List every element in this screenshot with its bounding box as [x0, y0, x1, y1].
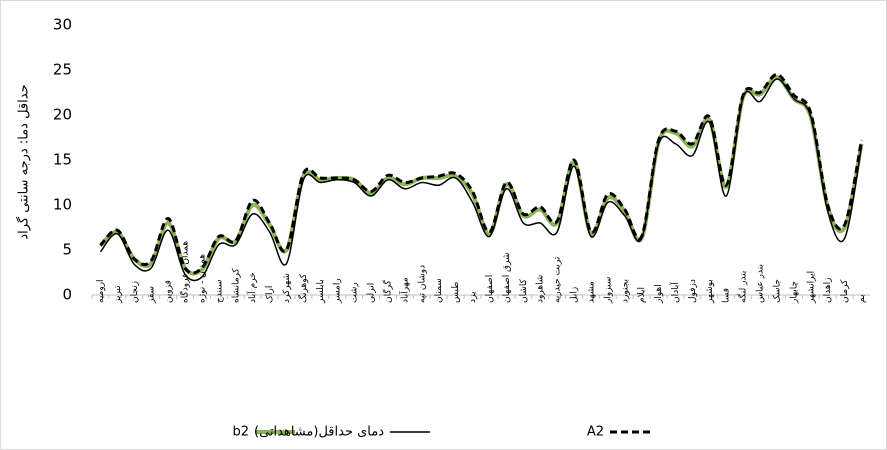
x-tick-label: سقز — [147, 286, 157, 304]
x-tick-label: کرمانشاه — [231, 267, 241, 303]
x-tick-label: فسا — [722, 288, 732, 303]
x-tick-label: اراک — [264, 286, 275, 303]
x-tick-label: یزد — [468, 291, 478, 303]
x-tick-label: زابل — [570, 287, 580, 303]
x-tick-label: بندر لنگه — [737, 271, 749, 303]
x-tick-label: مشهد — [586, 281, 596, 303]
x-tick-label: ایلام — [637, 287, 647, 303]
x-tick-label: بجنورد — [620, 279, 630, 303]
x-tick-label: آبادان — [669, 282, 681, 303]
x-tick-label: همدان - نوژه — [197, 254, 207, 303]
y-tick-label: 0 — [62, 286, 72, 304]
x-tick-label: سبزوار — [603, 277, 613, 304]
x-tick-label: سنندج — [214, 279, 224, 303]
legend-label: دمای حداقل(مشاهداتی) — [254, 425, 384, 440]
x-tick-label: دوشان تپه — [417, 265, 427, 303]
x-tick-label: جاسک — [772, 279, 782, 303]
y-tick-label: 15 — [53, 151, 72, 169]
x-tick-label: بم — [857, 295, 867, 304]
x-tick-label: انزلی — [367, 283, 377, 303]
x-tick-label: رامسر — [333, 278, 343, 304]
y-tick-label: 20 — [53, 106, 72, 124]
y-tick-label: 10 — [53, 196, 72, 214]
legend-label: b2 — [232, 425, 249, 440]
x-tick-label: کرمان — [840, 279, 850, 303]
x-tick-label: دزفول — [688, 279, 698, 303]
x-tick-label: بابلسر — [316, 279, 326, 304]
legend-label: A2 — [587, 425, 604, 440]
x-tick-label: قزوین — [164, 280, 174, 303]
y-tick-label: 30 — [53, 16, 72, 34]
x-tick-label: شرق اصفهان — [502, 252, 512, 303]
x-tick-label: مهرآباد — [398, 277, 410, 303]
x-tick-label: گرگان — [381, 279, 393, 303]
x-tick-label: خرم آباد — [246, 272, 258, 303]
x-tick-label: تربت حیدریه — [553, 256, 563, 303]
x-tick-label: سمنان — [434, 278, 444, 303]
series-line — [99, 73, 864, 275]
x-tick-label: کوهرنگ — [297, 273, 309, 303]
y-tick-label: 25 — [53, 61, 72, 79]
x-tick-label: ارومیه — [96, 279, 106, 303]
x-tick-label: ایرانشهر — [806, 271, 816, 304]
x-tick-label: اهواز — [654, 284, 664, 304]
x-tick-label: کاشان — [519, 278, 529, 303]
x-tick-label: چابهار — [789, 281, 799, 304]
x-tick-label: شهرکرد — [282, 273, 292, 303]
x-tick-label: زاهدان — [823, 278, 833, 303]
x-tick-label: شاهرود — [536, 275, 546, 303]
y-tick-label: 5 — [62, 241, 72, 259]
x-tick-label: زنجان — [130, 281, 140, 303]
y-axis-label: حداقل دما: درجه سانتی گراد — [16, 84, 32, 239]
x-tick-label: طبس — [451, 282, 461, 303]
x-tick-label: تبریز — [113, 285, 123, 304]
x-tick-label: رشت — [350, 282, 360, 303]
x-tick-label: بندر عباس — [756, 264, 766, 303]
x-tick-label: بوشهر — [705, 279, 715, 304]
x-tick-label: اصفهان — [485, 275, 495, 303]
